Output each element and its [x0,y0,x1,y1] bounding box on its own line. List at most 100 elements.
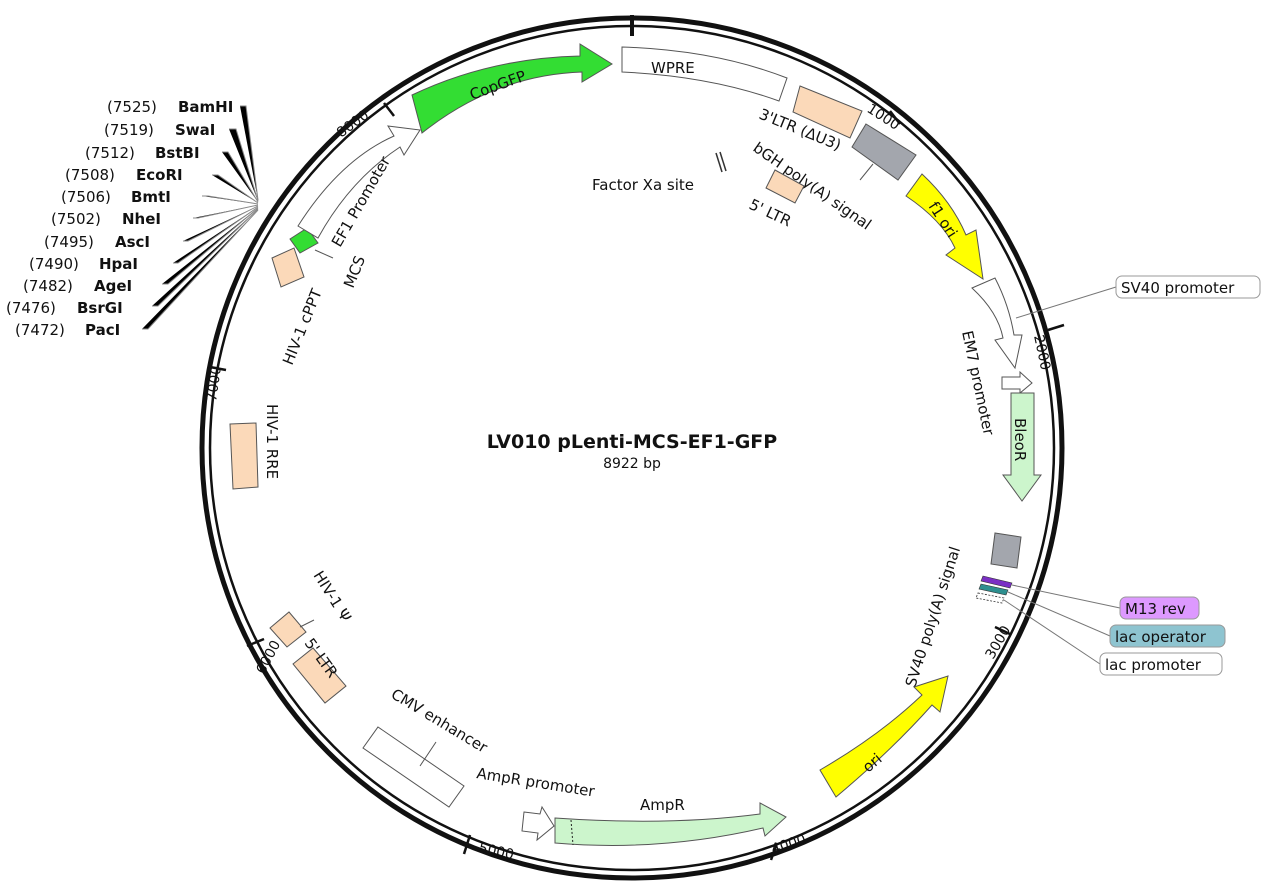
leader-swai [229,128,259,202]
leader-m13 [1011,584,1121,609]
sv40-promoter-label: SV40 promoter [1121,279,1235,297]
leader-lac-operator [1007,591,1111,637]
feature-ef1-promoter[interactable] [297,125,421,239]
tick-1000 [889,110,901,125]
feature-hiv1-psi[interactable] [269,611,307,648]
tick-8000 [383,102,395,117]
enzyme-name-bsrgi[interactable]: BsrGI [77,299,123,317]
tick-2000 [1047,323,1065,332]
lac-operator-label: lac operator [1115,628,1207,646]
feature-f1-ori[interactable] [905,173,984,281]
feature-ampr-promoter[interactable] [521,805,555,842]
enzyme-name-bamhi[interactable]: BamHI [178,98,233,116]
lac-operator-box[interactable] [1109,624,1226,648]
leader-bmti [202,195,259,205]
enzyme-pos-swai: (7519) [104,121,154,139]
feature-ori[interactable] [819,675,949,798]
ampr-dotted-line [570,819,574,846]
feature-factor-xa-line-2 [719,151,727,172]
enzyme-name-asci[interactable]: AscI [115,233,150,251]
feature-lac-operator-site [978,583,1009,596]
feature-lac-promoter-site [975,592,1005,604]
feature-hiv1-cppt[interactable] [271,247,305,288]
enzyme-name-paci[interactable]: PacI [85,321,120,339]
enzyme-pos-agei: (7482) [23,277,73,295]
feature-label-ampr: AmpR [640,796,685,814]
enzyme-name-nhei[interactable]: NheI [122,210,161,228]
plasmid-length: 8922 bp [603,456,661,472]
enzyme-name-swai[interactable]: SwaI [175,121,215,139]
leader-psi [299,619,315,628]
enzyme-pos-nhei: (7502) [51,210,101,228]
feature-wpre[interactable] [621,46,788,102]
enzyme-name-ecori[interactable]: EcoRI [136,166,183,184]
feature-label-hiv1-rre: HIV-1 RRE [263,404,281,479]
feature-label-wpre: WPRE [651,59,695,77]
tick-label-7000: 7000 [204,365,225,403]
feature-label-em7-promoter: EM7 promoter [958,329,998,438]
leader-hpai [173,206,259,264]
feature-bleor[interactable] [1002,392,1042,502]
feature-cmv-enhancer[interactable] [362,726,465,808]
feature-small-arrow [1001,370,1033,395]
enzyme-pos-bmti: (7506) [61,188,111,206]
enzyme-pos-bamhi: (7525) [107,98,157,116]
feature-label-5ltr-inner: 5' LTR [746,195,794,230]
tick-7000 [209,365,227,372]
tick-label-5000: 5000 [477,840,515,863]
tick-label-8000: 8000 [334,107,372,141]
enzyme-name-bmti[interactable]: BmtI [131,188,171,206]
enzyme-name-agei[interactable]: AgeI [94,277,132,295]
leader-paci [142,209,259,330]
tick-3000 [994,625,1011,636]
leader-agei [162,207,259,285]
feature-em7-promoter[interactable] [971,277,1023,370]
feature-label-sv40-polya: SV40 poly(A) signal [902,544,964,689]
feature-label-hiv1-cppt: HIV-1 cPPT [279,286,326,368]
sv40-promoter-box[interactable] [1115,275,1261,299]
tick-4000 [769,842,779,861]
enzyme-pos-ecori: (7508) [65,166,115,184]
feature-bgh-polya[interactable] [851,123,917,181]
enzyme-name-hpai[interactable]: HpaI [99,255,138,273]
lac-promoter-label: lac promoter [1105,656,1202,674]
feature-sv40-polya[interactable] [990,532,1022,569]
feature-label-hiv1-psi: HIV-1 Ψ [310,568,355,626]
feature-hiv1-rre[interactable] [229,422,259,490]
leader-asci [183,205,259,242]
enzyme-pos-hpai: (7490) [29,255,79,273]
m13-rev-label: M13 rev [1125,600,1186,618]
feature-factor-xa-line-1 [715,152,723,173]
enzyme-pos-bsrgi: (7476) [6,299,56,317]
leader-bgh [859,163,874,181]
feature-5ltr-lower[interactable] [292,647,347,704]
leader-ecori [212,174,259,204]
lac-promoter-box[interactable] [1099,652,1223,676]
feature-3ltr[interactable] [792,85,863,139]
tick-marks [209,102,1065,861]
enzyme-name-bstbi[interactable]: BstBI [155,144,200,162]
leader-bsrgi [152,208,259,307]
tick-label-2000: 2000 [1030,334,1053,372]
leader-mcs [314,249,334,259]
leader-cmv [419,741,437,767]
feature-copgfp[interactable] [411,43,613,134]
feature-label-bleor: BleoR [1011,418,1029,461]
tick-6000 [246,637,265,648]
feature-ampr[interactable] [554,802,787,846]
plasmid-title: LV010 pLenti-MCS-EF1-GFP [487,431,777,453]
enzyme-labels: (7525) BamHI (7519) SwaI (7512) BstBI (7… [6,98,233,339]
enzyme-pos-bstbi: (7512) [85,144,135,162]
m13-rev-box[interactable] [1119,596,1200,620]
feature-label-factor-xa: Factor Xa site [592,176,694,194]
feature-label-ampr-promoter: AmpR promoter [475,764,596,801]
feature-label-mcs: MCS [340,253,369,290]
leader-lac-promoter [1003,599,1101,665]
leader-bamhi [240,105,259,201]
tick-label-4000: 4000 [769,832,808,858]
feature-5ltr-inner[interactable] [765,169,805,204]
enzyme-pos-asci: (7495) [44,233,94,251]
leader-bstbi [222,151,259,203]
leader-sv40-promoter [1015,286,1117,319]
